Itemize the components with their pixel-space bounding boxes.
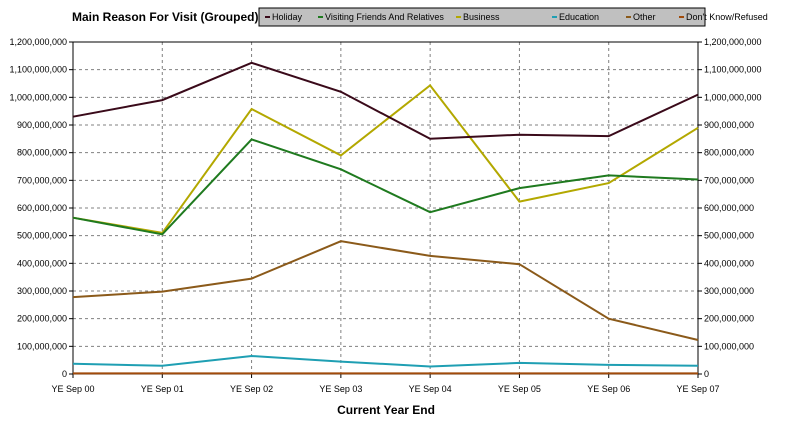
legend-box — [258, 7, 706, 27]
y-tick-label-right: 500,000,000 — [704, 231, 754, 241]
y-tick-label-right: 1,000,000,000 — [704, 92, 762, 102]
series-line-holiday — [72, 61, 699, 140]
series-line-other — [72, 240, 699, 341]
x-tick-label: YE Sep 05 — [498, 384, 541, 394]
y-tick-label-left: 400,000,000 — [17, 258, 67, 268]
legend-label: Visiting Friends And Relatives — [325, 12, 444, 22]
y-tick-label-left: 200,000,000 — [17, 314, 67, 324]
legend: Holiday Visiting Friends And Relatives Bus… — [258, 7, 768, 27]
legend-label: Don't Know/Refused — [686, 12, 768, 22]
x-tick-label: YE Sep 02 — [230, 384, 273, 394]
x-tick-label: YE Sep 04 — [409, 384, 452, 394]
y-tick-label-right: 700,000,000 — [704, 175, 754, 185]
y-tick-label-left: 800,000,000 — [17, 148, 67, 158]
y-tick-label-right: 800,000,000 — [704, 148, 754, 158]
y-tick-label-right: 1,200,000,000 — [704, 37, 762, 47]
x-tick-label: YE Sep 01 — [141, 384, 184, 394]
y-tick-label-left: 600,000,000 — [17, 203, 67, 213]
grid — [73, 42, 698, 374]
legend-label: Other — [633, 12, 656, 22]
y-tick-label-right: 100,000,000 — [704, 341, 754, 351]
y-tick-label-left: 300,000,000 — [17, 286, 67, 296]
y-tick-label-left: 1,000,000,000 — [9, 92, 67, 102]
y-tick-label-left: 700,000,000 — [17, 175, 67, 185]
x-tick-label: YE Sep 07 — [676, 384, 719, 394]
legend-label: Education — [559, 12, 599, 22]
y-tick-label-right: 400,000,000 — [704, 258, 754, 268]
x-tick-label: YE Sep 03 — [319, 384, 362, 394]
y-tick-label-left: 1,200,000,000 — [9, 37, 67, 47]
y-tick-label-left: 1,100,000,000 — [9, 65, 67, 75]
series-line-business — [72, 83, 699, 234]
x-tick-label: YE Sep 06 — [587, 384, 630, 394]
chart-title: Main Reason For Visit (Grouped) — [72, 10, 258, 24]
x-tick-label: YE Sep 00 — [51, 384, 94, 394]
series-line-education — [72, 354, 699, 368]
y-tick-label-right: 900,000,000 — [704, 120, 754, 130]
y-tick-label-left: 0 — [62, 369, 67, 379]
legend-label: Business — [463, 12, 500, 22]
y-tick-label-left: 500,000,000 — [17, 231, 67, 241]
y-tick-label-right: 300,000,000 — [704, 286, 754, 296]
series-line-visiting-friends-and-relatives — [72, 138, 699, 236]
x-axis-title: Current Year End — [337, 403, 435, 417]
y-tick-label-right: 600,000,000 — [704, 203, 754, 213]
y-tick-label-left: 900,000,000 — [17, 120, 67, 130]
series-group — [72, 61, 699, 375]
legend-label: Holiday — [272, 12, 303, 22]
y-tick-label-left: 100,000,000 — [17, 341, 67, 351]
y-tick-label-right: 0 — [704, 369, 709, 379]
y-tick-label-right: 200,000,000 — [704, 314, 754, 324]
y-tick-label-right: 1,100,000,000 — [704, 65, 762, 75]
axes: 0 0 100,000,000 100,000,000 200,000,000 200,0… — [9, 37, 761, 394]
